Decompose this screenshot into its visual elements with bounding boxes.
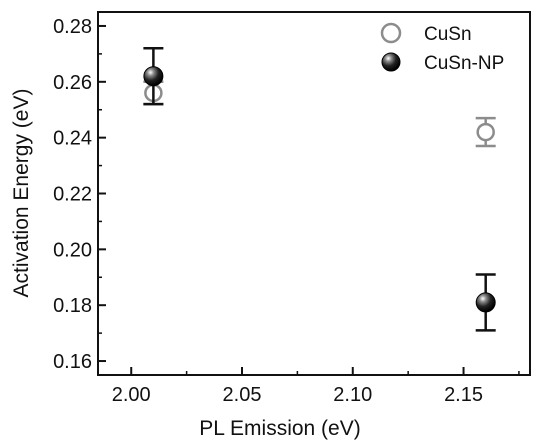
legend-label-cusn: CuSn bbox=[424, 24, 472, 45]
x-tick-label: 2.05 bbox=[223, 384, 262, 406]
legend-marker-cusn bbox=[380, 22, 402, 44]
point-cusn bbox=[476, 122, 495, 142]
x-tick-label: 2.10 bbox=[333, 384, 372, 406]
y-tick-label: 0.18 bbox=[53, 295, 92, 317]
y-axis: 0.16 0.18 0.20 0.22 0.24 0.26 0.28 bbox=[53, 16, 106, 373]
point-cusn-np bbox=[475, 292, 496, 313]
y-tick-label: 0.28 bbox=[53, 16, 92, 38]
series-layer bbox=[143, 47, 496, 332]
y-axis-title: Activation Energy (eV) bbox=[10, 89, 33, 298]
x-axis-title: PL Emission (eV) bbox=[199, 417, 360, 440]
y-tick-label: 0.24 bbox=[53, 128, 92, 150]
x-tick-label: 2.15 bbox=[444, 384, 483, 406]
x-axis: 2.00 2.05 2.10 2.15 bbox=[112, 367, 520, 406]
point-cusn-np bbox=[143, 66, 164, 87]
y-tick-label: 0.20 bbox=[53, 239, 92, 261]
legend-label-cusn-np: CuSn-NP bbox=[424, 53, 504, 74]
y-tick-label: 0.26 bbox=[53, 72, 92, 94]
legend-marker-cusn-np bbox=[381, 52, 401, 72]
x-tick-label: 2.00 bbox=[112, 384, 151, 406]
y-tick-label: 0.22 bbox=[53, 184, 92, 206]
legend: CuSn CuSn-NP bbox=[380, 22, 504, 74]
y-tick-label: 0.16 bbox=[53, 351, 92, 373]
